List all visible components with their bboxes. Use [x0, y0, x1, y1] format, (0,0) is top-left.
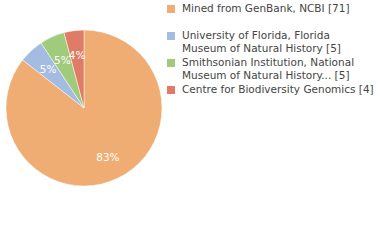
- pie-slice: [64, 30, 84, 108]
- legend-label: Mined from GenBank, NCBI [71]: [182, 2, 350, 14]
- pie-area: 83%5%5%4%: [0, 0, 166, 240]
- data-label: 4%: [69, 49, 86, 61]
- legend-item: University of Florida, Florida Museum of…: [166, 29, 376, 55]
- legend-item: Smithsonian Institution, National Museum…: [166, 56, 376, 82]
- pie-slice: [6, 30, 162, 186]
- legend-swatch: [166, 4, 176, 14]
- legend-label: Centre for Biodiversity Genomics [4]: [182, 83, 374, 95]
- data-label: 83%: [96, 151, 119, 163]
- legend-item: Centre for Biodiversity Genomics [4]: [166, 83, 376, 109]
- chart: 83%5%5%4% Mined from GenBank, NCBI [71] U…: [0, 0, 380, 240]
- legend: Mined from GenBank, NCBI [71] University …: [166, 2, 376, 110]
- legend-swatch: [166, 85, 176, 95]
- legend-item: Mined from GenBank, NCBI [71]: [166, 2, 376, 28]
- legend-label: Smithsonian Institution, National Museum…: [182, 56, 354, 81]
- legend-swatch: [166, 31, 176, 41]
- legend-swatch: [166, 58, 176, 68]
- legend-label: University of Florida, Florida Museum of…: [182, 29, 341, 54]
